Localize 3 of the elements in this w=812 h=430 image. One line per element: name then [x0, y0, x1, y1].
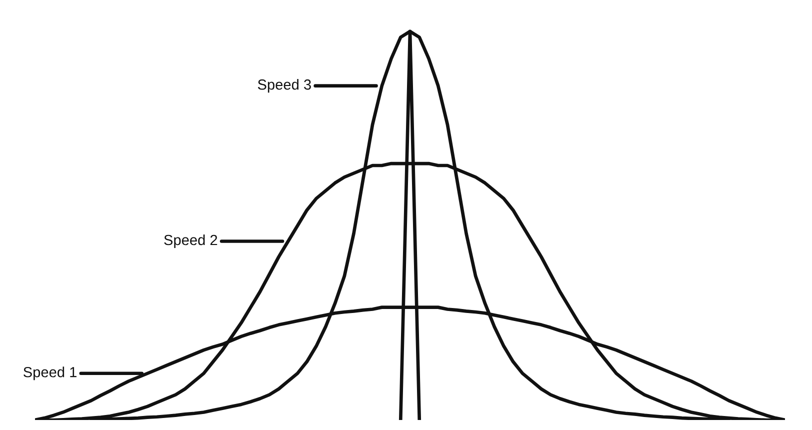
legend-label: Speed 2	[164, 234, 218, 248]
legend-label: Speed 3	[258, 79, 311, 93]
legend-label: Speed 1	[24, 366, 76, 380]
